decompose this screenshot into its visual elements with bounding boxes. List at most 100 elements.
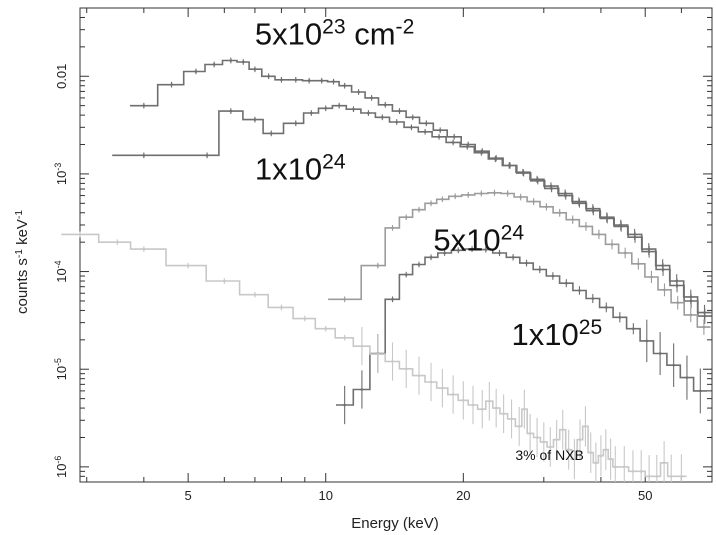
superscript: 24 bbox=[501, 221, 525, 244]
data-point bbox=[577, 200, 581, 203]
data-point bbox=[647, 475, 651, 478]
data-point bbox=[253, 293, 257, 296]
data-point bbox=[320, 79, 324, 83]
superscript: -2 bbox=[396, 15, 415, 38]
data-point bbox=[538, 268, 542, 271]
data-point bbox=[223, 279, 226, 283]
data-point bbox=[280, 306, 283, 309]
data-point bbox=[438, 128, 442, 132]
data-point bbox=[212, 63, 216, 66]
y-tick-label: 10-5 bbox=[53, 358, 69, 380]
data-point bbox=[429, 380, 433, 384]
data-point bbox=[267, 74, 270, 78]
data-point bbox=[584, 425, 587, 428]
data-point bbox=[528, 432, 532, 435]
data-point bbox=[294, 78, 298, 82]
x-tick-label: 10 bbox=[318, 488, 332, 503]
data-point bbox=[618, 316, 622, 319]
series-line bbox=[61, 233, 687, 478]
data-point bbox=[229, 109, 233, 113]
x-axis-label: Energy (keV) bbox=[351, 515, 439, 532]
data-point bbox=[613, 465, 617, 469]
x-tick-label: 5 bbox=[185, 488, 192, 503]
data-point bbox=[142, 247, 146, 251]
data-point bbox=[689, 313, 693, 317]
data-point bbox=[605, 215, 609, 219]
text-span: 1x10 bbox=[512, 317, 579, 352]
data-point bbox=[142, 154, 146, 157]
data-point bbox=[703, 311, 706, 314]
data-point bbox=[663, 288, 666, 292]
superscript: -1 bbox=[14, 210, 25, 219]
data-point bbox=[532, 200, 535, 203]
data-point bbox=[591, 207, 595, 211]
data-point bbox=[669, 475, 673, 478]
data-point bbox=[437, 135, 441, 139]
data-point bbox=[549, 184, 553, 188]
data-point bbox=[498, 251, 501, 255]
superscript: -1 bbox=[14, 249, 25, 258]
data-point bbox=[480, 151, 483, 154]
series-3 bbox=[336, 246, 707, 425]
text-span: 5x10 bbox=[255, 16, 322, 51]
series-4 bbox=[61, 231, 687, 482]
data-point bbox=[542, 440, 546, 444]
series-annotation: 5x1024 bbox=[433, 221, 524, 258]
data-point bbox=[451, 393, 455, 396]
data-point bbox=[343, 336, 346, 340]
text-span: counts s bbox=[14, 258, 31, 314]
data-point bbox=[451, 141, 455, 144]
data-point bbox=[410, 126, 413, 129]
data-point bbox=[494, 157, 497, 161]
superscript: -6 bbox=[53, 456, 63, 464]
data-point bbox=[367, 111, 370, 115]
superscript: 23 bbox=[322, 15, 345, 38]
data-point bbox=[561, 428, 565, 432]
text-span: 0.01 bbox=[54, 64, 69, 89]
data-point bbox=[465, 145, 469, 148]
data-point bbox=[622, 465, 626, 469]
data-point bbox=[578, 438, 582, 441]
superscript: -4 bbox=[53, 260, 63, 268]
data-point bbox=[404, 215, 408, 219]
y-tick-label: 10-3 bbox=[53, 163, 69, 185]
data-point bbox=[493, 191, 496, 195]
text-span: 1x10 bbox=[255, 151, 322, 186]
text-span: keV bbox=[14, 219, 31, 249]
text-span: 10 bbox=[54, 366, 69, 380]
data-point bbox=[584, 225, 588, 228]
data-point bbox=[417, 208, 421, 212]
data-point bbox=[545, 205, 548, 209]
data-point bbox=[391, 360, 394, 363]
data-point bbox=[594, 461, 598, 465]
data-point bbox=[142, 104, 146, 107]
data-point bbox=[604, 448, 608, 451]
data-point bbox=[116, 240, 119, 244]
data-point bbox=[589, 451, 593, 454]
data-point bbox=[391, 226, 394, 230]
data-point bbox=[563, 192, 567, 195]
data-point bbox=[689, 295, 693, 299]
data-point bbox=[194, 70, 198, 73]
series-0 bbox=[130, 57, 712, 324]
data-point bbox=[567, 448, 570, 451]
data-point bbox=[280, 78, 283, 82]
data-point bbox=[525, 261, 528, 265]
data-point bbox=[429, 202, 433, 205]
data-point bbox=[484, 248, 488, 251]
data-point bbox=[462, 399, 465, 402]
data-point bbox=[502, 412, 505, 416]
data-point bbox=[647, 247, 651, 251]
data-point bbox=[599, 454, 603, 458]
data-point bbox=[702, 325, 706, 329]
plot-frame bbox=[79, 7, 713, 483]
data-point bbox=[470, 247, 474, 251]
data-point bbox=[565, 281, 568, 285]
data-point bbox=[376, 352, 380, 356]
data-point bbox=[423, 130, 427, 134]
data-point bbox=[453, 194, 457, 198]
data-point bbox=[623, 251, 627, 255]
y-tick-label: 10-6 bbox=[53, 456, 69, 478]
